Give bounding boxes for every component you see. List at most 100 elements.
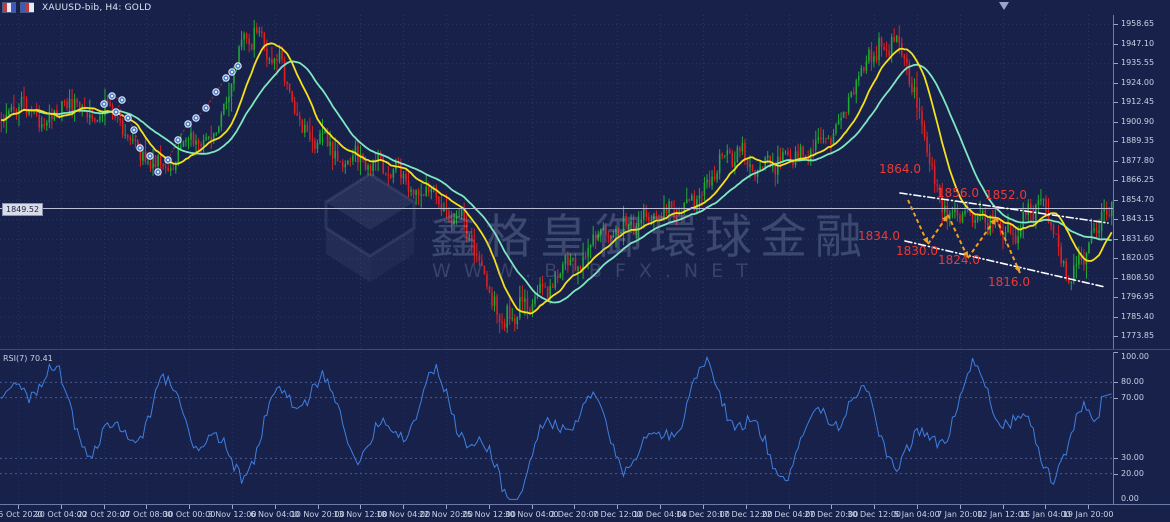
rsi-axis[interactable]: 100.00 80.00 70.00 30.00 20.00 0.00 xyxy=(1113,352,1170,505)
axis-tick xyxy=(1114,336,1118,338)
axis-tick xyxy=(1114,277,1118,279)
time-tick xyxy=(274,505,276,509)
time-tick xyxy=(959,505,961,509)
time-tick xyxy=(831,505,833,509)
rsi-axis-label: 80.00 xyxy=(1121,377,1144,387)
axis-tick xyxy=(1114,24,1118,26)
time-tick xyxy=(60,505,62,509)
price-axis-label: 1889.35 xyxy=(1121,136,1155,146)
price-axis-label: 1935.55 xyxy=(1121,58,1155,68)
time-axis-label: 27 Oct 08:00 xyxy=(120,510,173,519)
price-annotation: 1824.0 xyxy=(938,253,980,267)
time-axis-label: 22 Nov 20:00 xyxy=(419,510,474,519)
price-axis-label: 1912.45 xyxy=(1121,97,1155,107)
time-tick xyxy=(1002,505,1004,509)
pointer-arrow-icon xyxy=(999,2,1009,10)
time-tick xyxy=(488,505,490,509)
time-tick xyxy=(1045,505,1047,509)
time-axis-label: 5 Jan 04:00 xyxy=(894,510,940,519)
flag-icon xyxy=(2,2,16,13)
axis-tick xyxy=(1114,199,1118,201)
time-axis-label: 30 Dec 12:00 xyxy=(847,510,902,519)
time-tick xyxy=(617,505,619,509)
axis-tick xyxy=(1114,473,1118,475)
price-annotation: 1830.0 xyxy=(896,244,938,258)
price-axis-label: 1958.65 xyxy=(1121,19,1155,29)
time-axis-label: 10 Dec 04:00 xyxy=(633,510,687,519)
time-tick xyxy=(745,505,747,509)
time-tick xyxy=(146,505,148,509)
time-axis-label: 14 Dec 20:00 xyxy=(675,510,730,519)
price-annotation: 1816.0 xyxy=(988,275,1030,289)
price-chart-pane[interactable] xyxy=(0,15,1113,348)
time-axis-label: 30 Oct 00:00 xyxy=(163,510,216,519)
time-tick xyxy=(17,505,19,509)
time-axis-label: 6 Nov 04:00 xyxy=(250,510,300,519)
time-axis-label: 15 Jan 04:00 xyxy=(1020,510,1071,519)
current-price-tag: 1849.52 xyxy=(2,202,44,216)
rsi-axis-label: 30.00 xyxy=(1121,453,1144,463)
time-axis-label: 22 Oct 20:00 xyxy=(77,510,130,519)
time-tick xyxy=(1088,505,1090,509)
time-tick xyxy=(403,505,405,509)
price-axis-label: 1843.15 xyxy=(1121,214,1155,224)
price-annotation: 1834.0 xyxy=(858,229,900,243)
price-axis-label: 1877.80 xyxy=(1121,155,1155,165)
time-axis-label: 25 Nov 12:00 xyxy=(461,510,516,519)
time-axis-label: 22 Dec 04:00 xyxy=(761,510,816,519)
time-axis-label: 19 Jan 20:00 xyxy=(1062,510,1114,519)
time-tick xyxy=(702,505,704,509)
axis-tick xyxy=(1114,180,1118,182)
rsi-indicator-label: RSI(7) 70.41 xyxy=(3,354,53,363)
axis-tick xyxy=(1114,258,1118,260)
pane-divider xyxy=(0,349,1170,350)
time-tick xyxy=(874,505,876,509)
rsi-plot xyxy=(0,352,1113,504)
time-axis-label: 7 Jan 20:00 xyxy=(936,510,983,519)
price-axis-label: 1831.60 xyxy=(1121,233,1155,243)
time-axis-label: 3 Nov 12:00 xyxy=(207,510,257,519)
time-tick xyxy=(317,505,319,509)
axis-tick xyxy=(1114,160,1118,162)
axis-tick xyxy=(1114,121,1118,123)
axis-tick xyxy=(1114,82,1118,84)
time-axis-label: 13 Nov 12:00 xyxy=(333,510,388,519)
axis-tick xyxy=(1114,43,1118,45)
price-axis-label: 1900.90 xyxy=(1121,116,1155,126)
time-tick xyxy=(660,505,662,509)
time-axis-label: 30 Nov 04:00 xyxy=(504,510,559,519)
axis-tick xyxy=(1114,102,1118,104)
time-axis-label: 20 Oct 04:00 xyxy=(34,510,87,519)
time-tick xyxy=(916,505,918,509)
price-axis-label: 1773.85 xyxy=(1121,331,1155,341)
axis-tick xyxy=(1114,458,1118,460)
rsi-axis-label: 0.00 xyxy=(1121,494,1139,503)
axis-tick xyxy=(1114,397,1118,399)
time-tick xyxy=(189,505,191,509)
chart-header: XAUUSD-bib, H4: GOLD xyxy=(0,0,1170,15)
price-axis-label: 1947.10 xyxy=(1121,38,1155,48)
rsi-axis-label: 100.00 xyxy=(1121,352,1149,361)
time-axis-label: 2 Dec 20:00 xyxy=(550,510,599,519)
time-tick xyxy=(360,505,362,509)
rsi-indicator-pane[interactable] xyxy=(0,352,1113,504)
price-axis[interactable]: 1958.65 1947.10 1935.55 1924.00 1912.45 1900.… xyxy=(1113,15,1170,349)
time-tick xyxy=(103,505,105,509)
price-axis-label: 1820.05 xyxy=(1121,253,1155,263)
time-tick xyxy=(446,505,448,509)
axis-tick xyxy=(1114,297,1118,299)
axis-tick xyxy=(1114,141,1118,143)
time-axis-label: 17 Dec 12:00 xyxy=(718,510,773,519)
time-tick xyxy=(788,505,790,509)
axis-tick xyxy=(1114,352,1118,353)
time-tick xyxy=(232,505,234,509)
axis-tick xyxy=(1114,63,1118,65)
page-title: XAUUSD-bib, H4: GOLD xyxy=(42,2,152,13)
price-plot xyxy=(0,15,1113,348)
price-annotation: 1864.0 xyxy=(879,162,921,176)
time-tick xyxy=(531,505,533,509)
price-axis-label: 1785.40 xyxy=(1121,311,1155,321)
time-axis-label: 18 Nov 04:00 xyxy=(376,510,431,519)
